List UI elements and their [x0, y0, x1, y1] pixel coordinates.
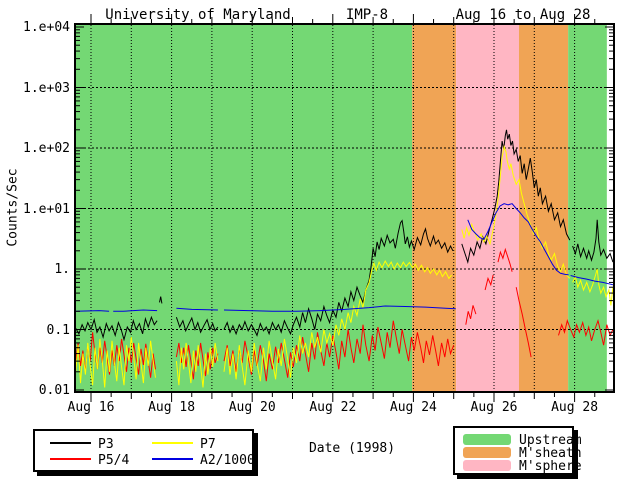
p7-line-sample [152, 442, 193, 444]
y-tick-label: 0.1 [46, 322, 70, 338]
series-p54 [76, 247, 613, 382]
series-segment [467, 203, 569, 276]
series-segment [572, 268, 613, 306]
tick-layer [76, 14, 613, 402]
x-tick-label: Aug 18 [148, 400, 196, 415]
chart-title-institution: University of Maryland [105, 7, 291, 23]
y-tick-label: 1.e+04 [23, 20, 70, 35]
p3-label: P3 [98, 437, 114, 452]
series-segment [515, 287, 532, 358]
axes-layer [74, 23, 615, 393]
msheath-label: M'sheath [519, 446, 582, 461]
a2-label: A2/1000 [200, 453, 255, 468]
series-segment [465, 305, 477, 325]
p54-label: P5/4 [98, 453, 130, 468]
series-segment [76, 310, 110, 312]
series-segment [76, 315, 158, 342]
series-a21000 [76, 203, 613, 312]
series-segment [484, 274, 494, 291]
x-axis-title: Date (1998) [308, 441, 396, 456]
msphere-label: M'sphere [519, 459, 582, 474]
series-segment [558, 318, 613, 346]
series-segment [461, 144, 571, 279]
region-legend: Upstream M'sheath M'sphere [453, 426, 582, 475]
series-segment [461, 129, 571, 265]
y-tick-label: 1.e+02 [23, 141, 70, 156]
chart-title-daterange: Aug 16 to Aug 28 [455, 7, 591, 23]
series-p3 [76, 129, 613, 342]
series-segment [175, 316, 219, 334]
data-series-layer [76, 129, 613, 388]
series-legend: P3 P5/4 P7 A2/1000 [33, 429, 255, 472]
msphere-swatch [463, 460, 511, 471]
series-segment [223, 305, 456, 312]
series-segment [223, 260, 453, 386]
y-tick-label: 1.e+01 [23, 201, 70, 217]
series-segment [497, 247, 513, 272]
series-segment [223, 219, 454, 337]
p7-label: P7 [200, 437, 216, 452]
series-segment [76, 337, 156, 388]
x-tick-label: Aug 22 [309, 400, 357, 415]
a2-line-sample [152, 458, 193, 460]
y-tick-label: 1.e+03 [23, 80, 70, 96]
upstream-swatch [463, 434, 511, 445]
series-segment [570, 275, 613, 286]
series-segment [572, 219, 613, 263]
series-segment [175, 342, 219, 388]
msheath-swatch [463, 447, 511, 458]
series-segment [113, 309, 158, 312]
p3-line-sample [50, 442, 91, 444]
gridline-layer [76, 25, 613, 391]
x-tick-label: Aug 28 [551, 400, 599, 415]
x-tick-label: Aug 16 [67, 400, 115, 415]
x-tick-label: Aug 20 [228, 400, 276, 415]
p54-line-sample [50, 458, 91, 460]
y-tick-label: 1. [54, 262, 70, 277]
series-segment [159, 296, 163, 304]
series-segment [176, 307, 218, 311]
y-tick-label: 0.01 [38, 383, 70, 398]
x-tick-label: Aug 24 [389, 400, 437, 415]
x-tick-label: Aug 26 [470, 400, 518, 415]
series-p7 [76, 144, 613, 388]
chart-title-spacecraft: IMP-8 [345, 7, 389, 23]
upstream-label: Upstream [519, 433, 582, 448]
